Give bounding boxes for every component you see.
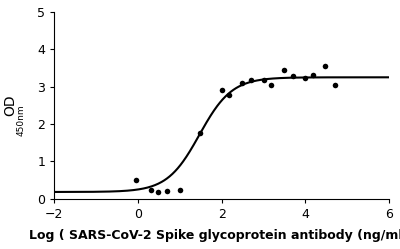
Text: OD: OD [4, 95, 18, 116]
Point [322, 64, 329, 68]
Point [332, 83, 338, 87]
Text: 450nm: 450nm [16, 104, 25, 136]
Point [238, 81, 245, 85]
Point [164, 189, 170, 193]
Point [290, 74, 296, 78]
Point [197, 131, 203, 135]
X-axis label: Log ( SARS-CoV-2 Spike glycoprotein antibody (ng/ml)): Log ( SARS-CoV-2 Spike glycoprotein anti… [29, 229, 400, 242]
Point [177, 188, 183, 192]
Point [248, 78, 254, 82]
Point [310, 73, 316, 77]
Point [218, 88, 225, 92]
Point [147, 188, 154, 192]
Point [268, 83, 274, 87]
Point [226, 93, 232, 97]
Point [302, 76, 308, 80]
Point [260, 78, 267, 82]
Point [133, 178, 139, 182]
Point [280, 68, 287, 72]
Point [155, 190, 161, 194]
